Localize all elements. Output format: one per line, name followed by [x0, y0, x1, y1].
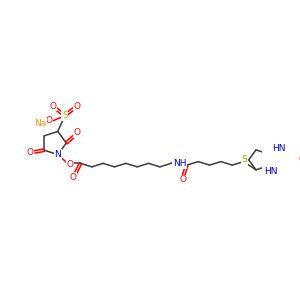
Text: S: S: [62, 111, 68, 120]
Text: O: O: [67, 160, 73, 169]
Text: O: O: [179, 176, 186, 184]
Text: HN: HN: [264, 167, 278, 176]
Text: N: N: [55, 150, 61, 159]
Text: O: O: [74, 102, 80, 111]
Text: Na: Na: [34, 119, 46, 128]
Text: O: O: [69, 173, 76, 182]
Text: HN: HN: [272, 144, 285, 153]
Text: S: S: [242, 155, 247, 164]
Text: O: O: [49, 102, 56, 111]
Text: O: O: [298, 155, 300, 164]
Text: O: O: [73, 128, 80, 137]
Text: NH: NH: [173, 159, 187, 168]
Text: O: O: [27, 148, 34, 157]
Text: O: O: [46, 116, 52, 125]
